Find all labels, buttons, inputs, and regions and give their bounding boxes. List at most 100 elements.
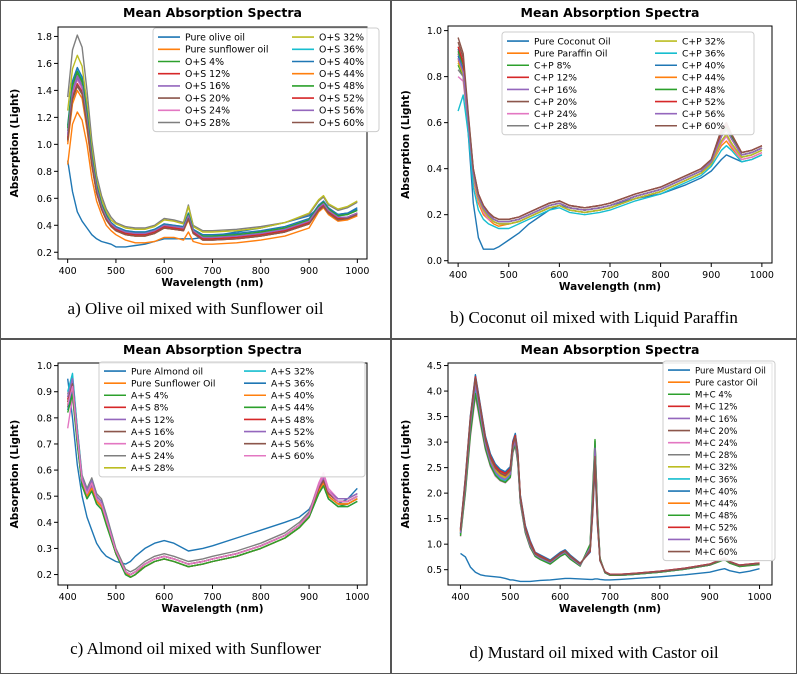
caption-a: a) Olive oil mixed with Sunflower oil [67,299,324,318]
legend-entry: A+S 52% [271,427,314,438]
legend-entry: A+S 20% [131,439,174,450]
caption-d: d) Mustard oil mixed with Castor oil [469,643,719,662]
legend-entry: O+S 20% [185,93,230,104]
legend-entry: A+S 24% [131,451,174,462]
y-tick-label: 0.4 [37,221,52,232]
legend-entry: O+S 48% [319,81,364,92]
panel-c: Mean Absorption Spectra 400 500 600 700 800 90… [0,339,391,674]
chart-a: Mean Absorption Spectra 400 500 600 700 800 90… [9,5,380,289]
legend-entry: M+C 24% [695,439,737,449]
panel-d: Mean Absorption Spectra 400 500 600 700 800 90… [391,339,797,674]
x-tick-label: 1000 [345,266,369,277]
y-tick-label: 0.2 [37,570,52,581]
y-axis-label: Absorption (Light) [9,89,21,198]
y-tick-label: 2.5 [427,463,442,474]
y-tick-label: 0.6 [427,118,442,129]
x-tick-label: 700 [203,592,221,603]
legend-entry: C+P 56% [682,109,725,120]
legend-entry: C+P 44% [682,73,725,84]
y-tick-label: 4.5 [427,361,442,372]
legend-entry: M+C 52% [695,524,737,534]
chart-d: Mean Absorption Spectra 400 500 600 700 800 90… [400,342,776,615]
x-tick-label: 600 [551,592,569,603]
y-tick-label: 1.0 [37,361,52,372]
series-line [459,378,760,576]
y-tick-label: 1.4 [37,86,52,97]
y-tick-label: 0.5 [37,492,52,503]
y-tick-label: 1.5 [427,514,442,525]
legend-box [501,31,755,136]
series-line [457,48,763,250]
y-tick-label: 1.0 [427,540,442,551]
x-axis-label: Wavelength (nm) [161,277,263,289]
legend-entry: M+C 4% [695,391,732,401]
legend-entry: A+S 8% [131,403,169,414]
legend-entry: O+S 60% [319,118,364,129]
legend-box [662,360,776,562]
legend-entry: A+S 48% [271,415,314,426]
series-line [460,552,760,583]
legend-entry: M+C 16% [695,415,737,425]
legend-entry: M+C 56% [695,536,737,546]
x-tick-label: 1000 [750,270,774,281]
caption-c: c) Almond oil mixed with Sunflower [70,639,321,658]
legend-entry: O+S 24% [185,106,230,117]
legend-entry: C+P 48% [682,85,725,96]
y-tick-label: 3.5 [427,412,442,423]
legend-entry: C+P 28% [534,121,577,132]
legend-entry: M+C 44% [695,499,737,509]
legend-entry: O+S 52% [319,93,364,104]
y-tick-label: 1.0 [37,140,52,151]
y-tick-label: 3.0 [427,438,442,449]
x-tick-label: 500 [107,266,125,277]
legend-entry: Pure Sunflower Oil [131,378,215,389]
legend-entry: M+C 60% [695,548,737,558]
x-tick-label: 600 [550,270,568,281]
y-axis-label: Absorption (Light) [400,90,412,199]
y-tick-label: 0.2 [37,248,52,259]
y-tick-label: 0.8 [37,413,52,424]
series-line [67,84,358,241]
x-tick-label: 400 [59,592,77,603]
x-tick-label: 700 [601,592,619,603]
legend-entry: M+C 28% [695,451,737,461]
legend-entry: C+P 40% [682,61,725,72]
x-tick-label: 500 [107,592,125,603]
series-line [67,385,358,576]
legend-entry: C+P 12% [534,73,577,84]
legend-box [98,361,366,478]
y-tick-label: 1.8 [37,32,52,43]
legend-entry: C+P 36% [682,48,725,59]
panel-a: Mean Absorption Spectra 400 500 600 700 800 90… [0,0,391,339]
chart-title: Mean Absorption Spectra [123,5,302,20]
chart-b: Mean Absorption Spectra 400 500 600 700 800 90… [400,5,774,293]
y-axis-label: Absorption (Light) [400,420,412,529]
legend-entry: O+S 56% [319,106,364,117]
series-line [67,54,358,233]
legend-entry: O+S 32% [319,32,364,43]
legend-entry: C+P 32% [682,36,725,47]
legend-entry: A+S 36% [271,378,314,389]
chart-title: Mean Absorption Spectra [521,5,700,20]
legend-entry: O+S 44% [319,69,364,80]
legend-entry: Pure Paraffin Oil [534,48,607,59]
chart-c: Mean Absorption Spectra 400 500 600 700 800 90… [9,342,369,615]
x-tick-label: 900 [701,592,719,603]
series-line [67,393,358,578]
y-tick-label: 0.5 [427,565,442,576]
x-tick-label: 400 [449,270,467,281]
y-tick-label: 0.7 [37,439,52,450]
legend-entry: C+P 8% [534,61,571,72]
legend-entry: C+P 60% [682,121,725,132]
x-axis-label: Wavelength (nm) [559,281,661,293]
series-line [67,111,358,245]
legend-entry: A+S 40% [271,391,314,402]
legend-entry: A+S 28% [131,463,174,474]
legend-entry: A+S 60% [271,451,314,462]
legend-entry: C+P 20% [534,97,577,108]
y-tick-label: 0.9 [37,387,52,398]
legend-entry: O+S 40% [319,57,364,68]
x-tick-label: 600 [155,592,173,603]
legend-entry: Pure sunflower oil [185,45,268,56]
